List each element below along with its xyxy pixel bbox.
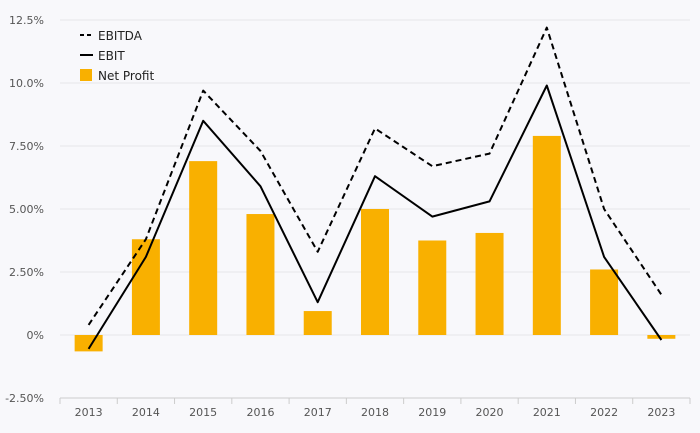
x-tick-label: 2013 (75, 406, 103, 419)
legend-label: EBITDA (98, 29, 143, 43)
x-tick-label: 2018 (361, 406, 389, 419)
bar-net-profit (303, 311, 332, 335)
y-tick-label: 0% (27, 329, 44, 342)
x-tick-label: 2015 (189, 406, 217, 419)
y-tick-label: 7.50% (9, 140, 44, 153)
x-axis: 2013 2014 2015 2016 2017 2018 2019 2020 2021 2022… (59, 397, 691, 419)
bar-net-profit (590, 269, 619, 335)
y-tick-label: 12.5% (9, 14, 44, 27)
x-tick-label: 2022 (590, 406, 618, 419)
y-tick-label: 10.0% (9, 77, 44, 90)
x-tick-label: 2017 (304, 406, 332, 419)
x-tick-label: 2023 (647, 406, 675, 419)
line-series (87, 26, 663, 350)
bar-net-profit (246, 214, 275, 335)
x-tick-label: 2020 (476, 406, 504, 419)
legend: EBITDA EBIT Net Profit (80, 29, 154, 83)
legend-label: EBIT (98, 49, 125, 63)
y-tick-label: 5.00% (9, 203, 44, 216)
line-ebit (87, 84, 663, 350)
legend-label: Net Profit (98, 69, 154, 83)
bar-net-profit (74, 335, 103, 352)
bar-net-profit (189, 161, 218, 335)
y-tick-label: 2.50% (9, 266, 44, 279)
x-tick-label: 2014 (132, 406, 160, 419)
legend-swatch-net-profit (80, 69, 92, 81)
x-tick-label: 2019 (418, 406, 446, 419)
x-tick-label: 2016 (246, 406, 274, 419)
y-axis: 12.5% 10.0% 7.50% 5.00% 2.50% 0% -2.50% (5, 14, 44, 405)
x-tick-label: 2021 (533, 406, 561, 419)
bar-net-profit (418, 240, 447, 335)
bar-net-profit (361, 209, 389, 335)
net-profit-bars (74, 135, 676, 352)
y-tick-label: -2.50% (5, 392, 44, 405)
bar-net-profit (532, 135, 561, 335)
bar-net-profit (475, 232, 504, 335)
bar-net-profit (647, 335, 676, 339)
